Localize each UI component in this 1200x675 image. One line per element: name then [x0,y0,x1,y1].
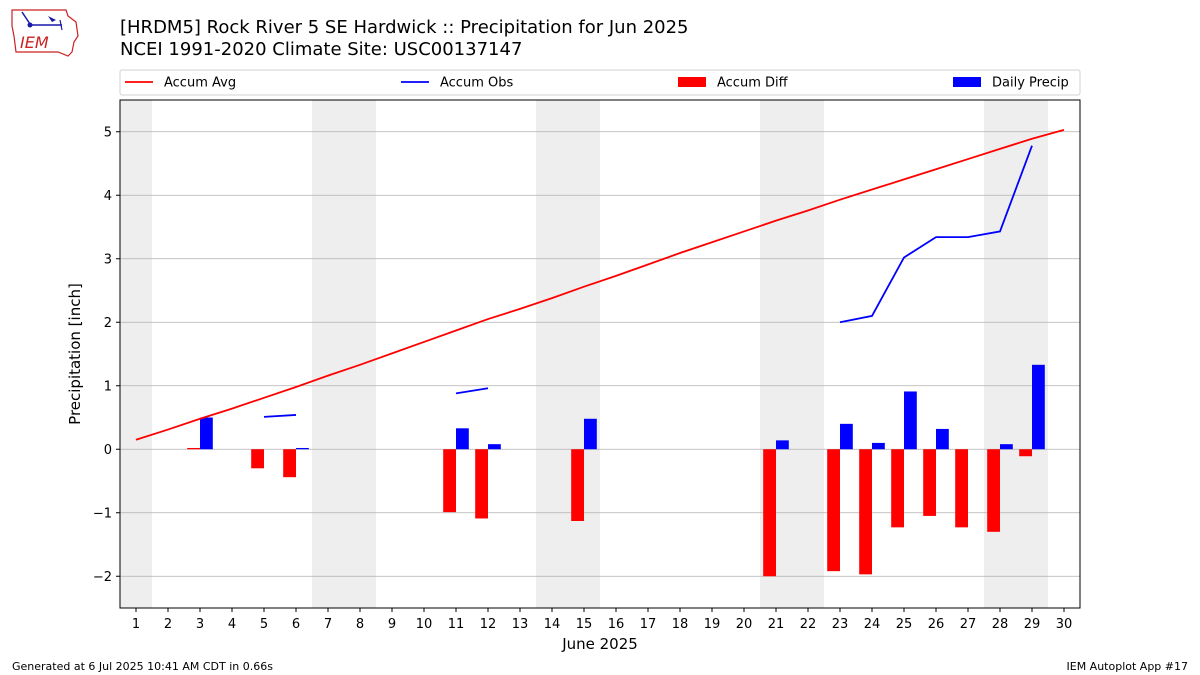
x-tick-label: 11 [448,617,465,632]
y-tick-label: 1 [104,379,112,394]
x-tick-label: 30 [1056,617,1073,632]
x-tick-label: 28 [992,617,1009,632]
chart-title: [HRDM5] Rock River 5 SE Hardwick :: Prec… [120,17,689,38]
accum-diff-bar [891,449,904,528]
accum-diff-bar [475,449,488,519]
x-tick-label: 20 [736,617,753,632]
daily-precip-bar [872,442,885,450]
accum-diff-bar [859,449,872,575]
x-tick-label: 6 [292,617,300,632]
lines [135,128,1065,441]
x-tick-label: 22 [800,617,817,632]
x-tick-label: 25 [896,617,913,632]
accum-obs-line [839,145,1033,324]
x-tick-label: 3 [196,617,204,632]
x-tick-label: 24 [864,617,881,632]
legend-label: Daily Precip [992,76,1069,91]
legend-box [119,69,1081,96]
x-tick-label: 1 [132,617,140,632]
logo-text: IEM [20,33,49,52]
daily-precip-bar [776,440,789,450]
accum-diff-bar [763,449,776,577]
x-tick-label: 18 [672,617,689,632]
legend-label: Accum Diff [717,76,789,91]
legend-swatch [678,77,706,87]
accum-diff-bar [1019,449,1032,457]
x-tick-label: 16 [608,617,625,632]
daily-precip-bar [904,391,917,450]
daily-precip-bar [584,418,597,450]
x-tick-label: 29 [1024,617,1041,632]
accum-avg-line [135,128,1065,441]
legend-swatch [953,77,981,87]
x-tick-label: 17 [640,617,657,632]
accum-diff-bar [443,449,456,513]
accum-diff-bar [987,449,1000,532]
x-axis-label: June 2025 [561,635,638,653]
daily-precip-bar [200,417,213,450]
weekend-band [312,100,376,608]
x-tick-label: 13 [512,617,529,632]
weekend-band [120,100,152,608]
x-tick-label: 7 [324,617,332,632]
y-tick-label: 3 [104,252,112,267]
weekend-band [760,100,824,608]
y-axis-label: Precipitation [inch] [66,283,84,425]
x-tick-label: 8 [356,617,364,632]
accum-diff-bar [283,449,296,478]
x-tick-label: 27 [960,617,977,632]
bars [187,364,1045,577]
accum-diff-bar [251,449,264,469]
accum-obs-line [263,414,297,418]
x-tick-label: 23 [832,617,849,632]
daily-precip-bar [840,423,853,450]
x-tick-label: 26 [928,617,945,632]
daily-precip-bar [1000,444,1013,450]
accum-diff-bar [187,447,200,450]
weekend-band [984,100,1048,608]
chart-subtitle: NCEI 1991-2020 Climate Site: USC00137147 [120,39,523,60]
iem-logo: IEM [11,9,79,57]
x-tick-label: 19 [704,617,721,632]
x-tick-label: 15 [576,617,593,632]
x-tick-label: 5 [260,617,268,632]
gridlines [120,131,1080,577]
accum-diff-bar [827,449,840,572]
app-footer: IEM Autoplot App #17 [1066,660,1189,673]
x-tick-label: 21 [768,617,785,632]
x-tick-label: 2 [164,617,172,632]
y-tick-label: 2 [104,316,112,331]
y-tick-label: −2 [93,570,112,585]
accum-diff-bar [571,449,584,522]
y-tick-label: 0 [104,443,112,458]
x-tick-label: 14 [544,617,561,632]
daily-precip-bar [936,428,949,450]
generated-footer: Generated at 6 Jul 2025 10:41 AM CDT in … [12,660,273,673]
plot-frame [119,99,1081,609]
daily-precip-bar [456,428,469,450]
daily-precip-bar [1032,364,1045,450]
accum-obs-line [455,387,489,395]
weekend-band [536,100,600,608]
x-tick-label: 10 [416,617,433,632]
legend-label: Accum Avg [164,76,236,91]
daily-precip-bar [296,447,309,450]
accum-diff-bar [955,449,968,528]
y-tick-label: −1 [93,506,112,521]
accum-diff-bar [923,449,936,516]
x-tick-label: 12 [480,617,497,632]
legend: Accum Avg Accum Obs Accum Diff Daily Precip [119,69,1081,96]
x-tick-label: 9 [388,617,396,632]
x-tick-label: 4 [228,617,236,632]
weekend-shading [120,100,1048,608]
daily-precip-bar [488,444,501,450]
y-tick-label: 4 [104,189,112,204]
y-tick-label: 5 [104,125,112,140]
legend-label: Accum Obs [440,76,513,91]
